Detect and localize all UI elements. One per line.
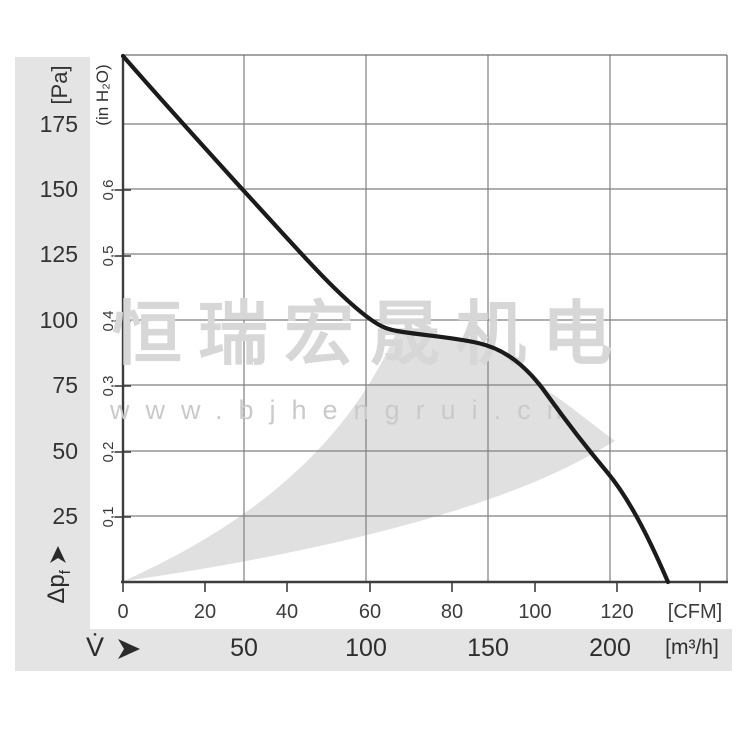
pa-tick-175: 175 — [39, 111, 78, 137]
x-axis-quantity-label: V̇ — [86, 630, 140, 664]
m3h-unit-label: [m³/h] — [665, 636, 719, 659]
cfm-tick-80: 80 — [440, 601, 464, 623]
pa-tick-75: 75 — [52, 372, 78, 398]
delta-p-subscript: f — [57, 570, 74, 575]
cfm-tick-120: 120 — [600, 601, 634, 623]
pressure-axis-arrow-icon — [49, 546, 66, 564]
watermark-url: www.bjhengrui.cn — [110, 395, 578, 425]
pa-tick-50: 50 — [52, 438, 78, 464]
airflow-label: V̇ — [86, 632, 105, 662]
cfm-tick-100: 100 — [518, 601, 552, 623]
inh2o-tick-marks — [115, 189, 131, 518]
fan-curve — [120, 53, 671, 585]
inh2o-tick-04: 0,4 — [100, 310, 117, 332]
pa-tick-100: 100 — [39, 307, 78, 333]
cfm-tick-40: 40 — [275, 601, 299, 623]
y-axis-unit-pa: [Pa] — [47, 65, 72, 105]
axes — [121, 55, 728, 584]
plot-border — [123, 54, 728, 582]
y-axis-quantity-label: Δpf — [42, 530, 74, 620]
inh2o-tick-01: 0,1 — [100, 506, 117, 528]
pa-tick-125: 125 — [39, 241, 78, 267]
inh2o-tick-05: 0,5 — [100, 245, 117, 267]
inh2o-tick-06: 0,6 — [100, 179, 117, 201]
y-axis-unit-inh2o: (in H₂O) — [93, 64, 112, 126]
pa-tick-150: 150 — [39, 176, 78, 202]
cfm-tick-20: 20 — [193, 601, 217, 623]
inh2o-tick-03: 0,3 — [100, 375, 117, 397]
operating-range-area — [124, 331, 615, 581]
m3h-tick-150: 150 — [467, 634, 509, 662]
watermark-text-cn: 恒瑞宏晟机电 — [112, 295, 628, 373]
m3h-tick-100: 100 — [345, 634, 387, 662]
cfm-unit-label: [CFM] — [667, 601, 723, 623]
inh2o-tick-02: 0,2 — [100, 441, 117, 463]
left-axis-panel — [15, 57, 90, 671]
delta-p-label: Δp — [43, 574, 70, 604]
pa-tick-25: 25 — [52, 503, 78, 529]
cfm-tick-60: 60 — [358, 601, 382, 623]
cfm-tick-0: 0 — [117, 601, 129, 623]
cfm-tick-marks — [122, 583, 701, 592]
airflow-axis-arrow-icon — [117, 638, 140, 659]
m3h-tick-200: 200 — [589, 634, 631, 662]
horizontal-gridlines — [124, 123, 727, 517]
m3h-tick-50: 50 — [230, 634, 258, 662]
